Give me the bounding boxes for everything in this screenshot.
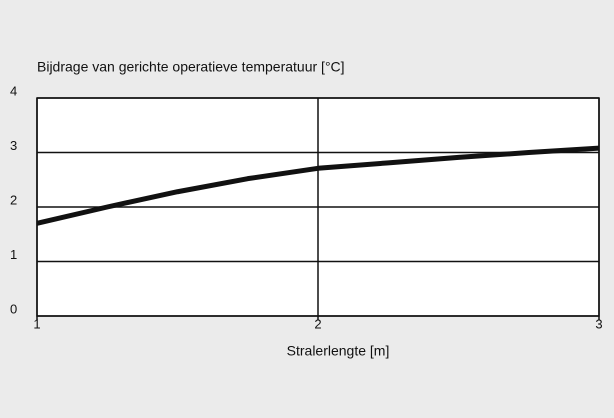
y-tick-label: 3 xyxy=(10,138,17,153)
y-tick-label: 0 xyxy=(10,301,17,316)
x-tick-label: 2 xyxy=(314,316,321,331)
x-axis-label: Stralerlengte [m] xyxy=(287,343,390,359)
x-tick-label: 3 xyxy=(595,316,602,331)
plot-border xyxy=(36,97,600,317)
y-tick-label: 1 xyxy=(10,247,17,262)
chart-title: Bijdrage van gerichte operatieve tempera… xyxy=(37,59,345,75)
y-tick-label: 4 xyxy=(10,83,17,98)
line xyxy=(36,145,600,226)
y-tick-label: 2 xyxy=(10,192,17,207)
x-tick-label: 1 xyxy=(33,316,40,331)
